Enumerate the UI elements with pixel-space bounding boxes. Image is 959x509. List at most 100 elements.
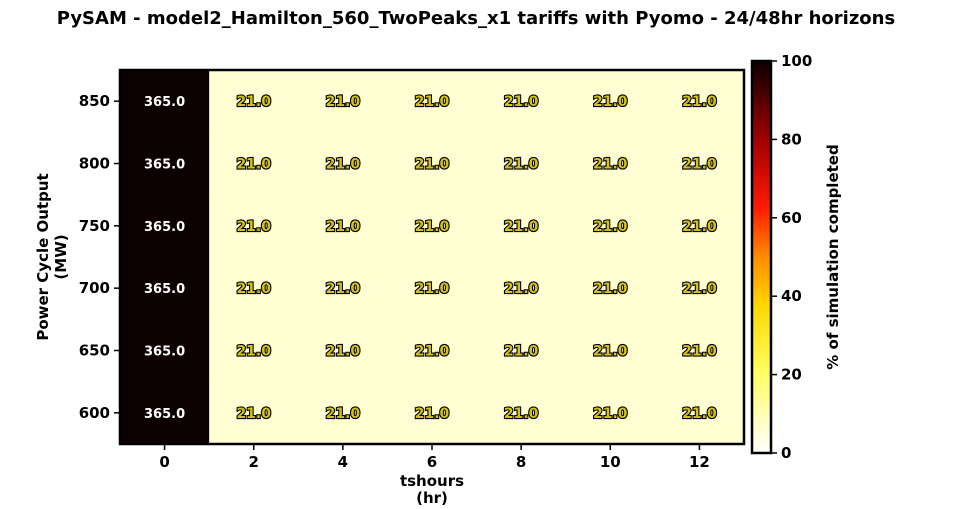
cell-value-label: 21.0 [236,219,271,235]
colorbar-ticks: 0 20 40 60 80 100 [771,52,812,462]
heatmap-cell [120,381,210,445]
heatmap-cell [476,319,567,383]
colorbar-tick-label: 0 [781,444,791,462]
cell-value-label: 21.0 [593,344,628,360]
heatmap-cell [565,257,656,320]
heatmap-cell [565,319,656,383]
cell-value-label: 21.0 [326,344,361,360]
heatmap-cell [298,319,388,383]
heatmap-cell [654,257,745,320]
colorbar-frame [750,59,773,455]
heatmap-cell [654,319,745,383]
heatmap-cell [209,319,299,383]
cell-value-label: 21.0 [236,281,271,297]
colorbar-tick-label: 60 [781,209,802,227]
cell-value-label: 365.0 [144,282,185,297]
heatmap-cell [209,70,299,133]
cell-value-label: 21.0 [326,281,361,297]
heatmap-cell [476,381,567,445]
cell-value-label: 365.0 [144,345,185,360]
heatmap-cell [654,194,745,258]
x-tick-label: 10 [600,453,621,471]
cell-value-label: 21.0 [415,94,450,110]
y-tick-label: 700 [79,279,110,297]
heatmap-cell [209,381,299,445]
colorbar-label: % of simulation completed [824,144,842,369]
heatmap-cell [387,381,478,445]
heatmap-cell [120,257,210,320]
cell-value-label: 21.0 [504,281,539,297]
cell-value-label: 21.0 [415,406,450,422]
heatmap-cell [387,132,478,196]
heatmap-cell [565,194,656,258]
x-tick-label: 2 [248,453,258,471]
x-tick-label: 4 [338,453,348,471]
y-axis-label-line2: (MW) [52,234,70,279]
chart-title: PySAM - model2_Hamilton_560_TwoPeaks_x1 … [57,8,895,29]
cell-value-label: 21.0 [682,219,717,235]
y-tick-label: 750 [79,217,110,235]
heatmap-cell-labels: 365.0 21.0 21.0 21.0 21.0 21.0 21.0 365.0 21.0 21… [144,93,718,423]
heatmap-cell [120,70,210,133]
heatmap-cell [298,70,388,133]
cell-value-label: 21.0 [682,157,717,173]
cell-value-label: 365.0 [144,407,185,422]
heatmap-cell [565,70,656,133]
cell-value-label: 21.0 [236,344,271,360]
cell-value-label: 21.0 [504,344,539,360]
heatmap-cell [209,257,299,320]
cell-value-label: 21.0 [593,406,628,422]
cell-value-label: 21.0 [504,94,539,110]
heatmap-cell [120,194,210,258]
cell-value-label: 21.0 [504,406,539,422]
y-axis-label-line1: Power Cycle Output [34,173,52,340]
y-tick-label: 850 [79,92,110,110]
heatmap-cell [476,132,567,196]
cell-value-label: 21.0 [504,219,539,235]
heatmap-cell [298,257,388,320]
heatmap-cell [565,381,656,445]
cell-value-label: 21.0 [415,344,450,360]
cell-value-label: 21.0 [682,406,717,422]
heatmap-cell [387,194,478,258]
cell-value-label: 21.0 [593,281,628,297]
heatmap-cell [654,70,745,133]
heatmap-cell [387,70,478,133]
cell-value-label: 21.0 [326,94,361,110]
heatmap-cell [209,194,299,258]
heatmap-cell [654,381,745,445]
colorbar-tick-label: 80 [781,130,802,148]
cell-value-label: 21.0 [326,219,361,235]
heatmap-cell [476,194,567,258]
heatmap-cells [120,70,745,445]
cell-value-label: 365.0 [144,158,185,173]
y-tick-label: 600 [79,404,110,422]
x-axis-ticks: 0 2 4 6 8 10 12 [159,444,710,471]
cell-value-label: 21.0 [236,157,271,173]
colorbar-tick-label: 100 [781,52,812,70]
heatmap-cell [120,319,210,383]
heatmap-cell [298,132,388,196]
heatmap-cell [209,132,299,196]
cell-value-label: 21.0 [593,157,628,173]
x-tick-label: 0 [159,453,169,471]
heatmap-cell [565,132,656,196]
cell-value-label: 21.0 [593,94,628,110]
cell-value-label: 21.0 [682,281,717,297]
heatmap-cell [298,194,388,258]
heatmap-cell [120,132,210,196]
cell-value-label: 21.0 [682,344,717,360]
x-tick-label: 6 [427,453,437,471]
cell-value-label: 21.0 [593,219,628,235]
heatmap-cell [476,257,567,320]
cell-value-label: 365.0 [144,95,185,110]
x-tick-label: 8 [516,453,526,471]
cell-value-label: 21.0 [415,157,450,173]
heatmap-cell [654,132,745,196]
cell-value-label: 21.0 [236,94,271,110]
heatmap-cell [298,381,388,445]
cell-value-label: 21.0 [682,94,717,110]
cell-value-label: 21.0 [415,281,450,297]
heatmap-cell [387,257,478,320]
